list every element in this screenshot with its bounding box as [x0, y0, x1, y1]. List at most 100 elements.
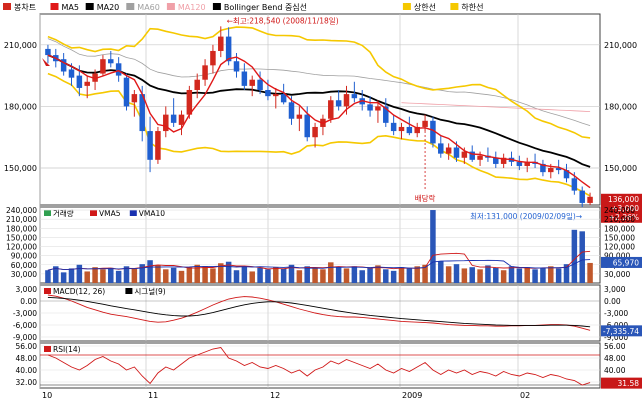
candle — [406, 116, 413, 136]
candle — [218, 26, 224, 58]
volume-bar — [343, 268, 350, 283]
legend-swatch — [3, 3, 11, 10]
rsi-axis-label-left: 40.00 — [16, 366, 38, 375]
candle-body — [139, 94, 145, 132]
legend-label: 상한선 — [414, 2, 436, 12]
legend-swatch — [85, 3, 94, 10]
volume-bar — [249, 271, 255, 283]
legend-swatch — [402, 3, 411, 10]
legend-swatch — [126, 3, 135, 10]
candle — [398, 122, 405, 140]
volume-bar — [555, 268, 562, 283]
candle-body — [469, 151, 475, 160]
candle-body — [430, 120, 436, 144]
volume-bar — [438, 261, 444, 283]
volume-axis-label-left: 120,000 — [6, 243, 37, 252]
legend-label: MA20 — [97, 3, 120, 12]
volume-bar — [351, 266, 358, 283]
candle-body — [477, 155, 483, 160]
candle-body — [335, 100, 342, 107]
volume-bar — [155, 265, 161, 283]
candle — [438, 135, 444, 158]
current-rsi-box — [601, 377, 642, 389]
volume-bar — [445, 266, 452, 283]
volume-axis-label-left: 60,000 — [11, 261, 37, 270]
volume-bar — [406, 268, 413, 283]
candle-body — [45, 48, 51, 56]
candle — [312, 122, 318, 148]
rsi-axis-label-left: 48.00 — [16, 354, 38, 363]
volume-axis-label-left: 150,000 — [6, 233, 37, 242]
start-arrow-icon — [42, 58, 50, 66]
candle-body — [170, 114, 177, 123]
volume-bar — [163, 269, 169, 283]
candle-body — [115, 63, 122, 76]
volume-bar — [461, 268, 468, 283]
legend-label: MA5 — [62, 3, 79, 12]
bollinger-upper-line — [47, 26, 591, 139]
ma120-line — [401, 102, 591, 112]
price-axis-label-left: 150,000 — [4, 164, 37, 173]
candle-body — [218, 36, 224, 51]
candle-body — [265, 89, 271, 97]
volume-bar — [493, 267, 499, 283]
current-price-box — [601, 193, 642, 223]
volume-legend-swatch — [129, 210, 137, 216]
candle-body — [524, 161, 530, 166]
candle — [170, 98, 177, 127]
volume-bar — [194, 264, 200, 283]
volume-bar — [335, 267, 342, 283]
rsi-axis-label-right: 56.00 — [604, 342, 626, 351]
candle-body — [422, 120, 428, 127]
volume-bar — [68, 268, 75, 283]
candle-body — [100, 59, 106, 74]
macd-axis-label-left: -9,000 — [13, 333, 37, 342]
candle-body — [225, 36, 232, 62]
candle — [351, 81, 358, 103]
candle — [131, 89, 138, 117]
candle-body — [273, 94, 279, 97]
volume-bar — [540, 267, 546, 283]
candle — [500, 153, 507, 169]
legend-swatch — [450, 3, 459, 10]
candle — [210, 44, 216, 74]
candle — [579, 186, 585, 208]
candle — [328, 96, 334, 123]
volume-axis-label-right: 210,000 — [604, 215, 635, 224]
candle — [45, 44, 51, 64]
volume-legend-swatch — [44, 210, 51, 216]
candle-body — [375, 106, 381, 111]
volume-bar — [100, 269, 106, 283]
volume-bar — [320, 269, 326, 283]
volume-bar — [218, 263, 224, 283]
highest-price-annotation: ←최고:218,540 (2008/11/18일) — [227, 15, 339, 25]
candle — [493, 151, 499, 169]
volume-bar — [398, 267, 405, 283]
price-axis-label-left: 210,000 — [4, 41, 37, 50]
candle-body — [147, 131, 153, 160]
volume-bar — [563, 264, 570, 283]
candle — [390, 114, 397, 136]
candle-body — [163, 114, 169, 132]
volume-axis-label-right: 30,000 — [604, 270, 630, 279]
candle — [163, 106, 169, 138]
x-axis-label: 02 — [520, 391, 530, 400]
macd-axis-label-left: -3,000 — [13, 309, 37, 318]
candle-body — [280, 94, 287, 103]
candle — [375, 100, 381, 123]
volume-bar — [296, 270, 303, 283]
volume-legend-label: VMA10 — [139, 209, 166, 218]
current-price-value: 136,000 — [608, 195, 639, 204]
price-axis-label-left: 180,000 — [4, 102, 37, 111]
volume-bar — [579, 231, 585, 283]
candle — [186, 85, 193, 119]
candle-body — [210, 50, 216, 66]
rsi-axis-label-right: 48.00 — [604, 354, 626, 363]
volume-legend-label: VMA5 — [99, 209, 121, 218]
macd-legend-swatch — [44, 288, 51, 294]
volume-bar — [477, 269, 483, 283]
candle-body — [288, 102, 295, 119]
candle-body — [92, 73, 98, 82]
volume-axis-label-right: 240,000 — [604, 206, 635, 215]
